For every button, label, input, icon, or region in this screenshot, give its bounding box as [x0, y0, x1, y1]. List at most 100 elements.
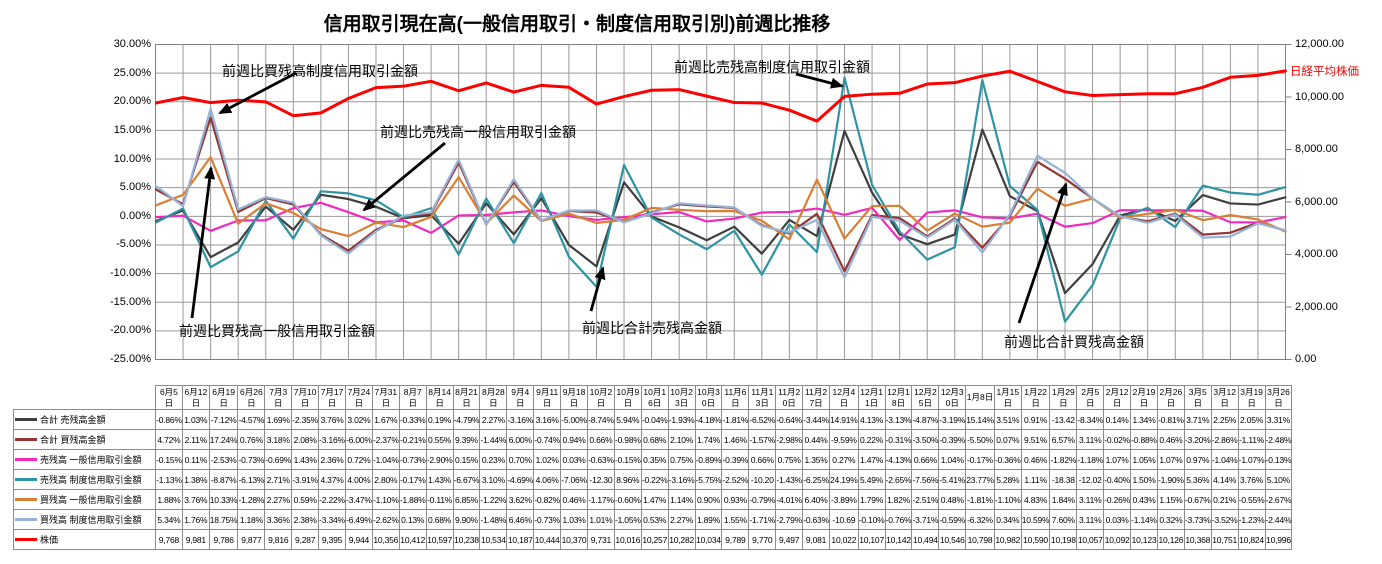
value-cell: -0.69%: [264, 449, 293, 470]
table-row-total-sell: 合計 売残高金額 -0.86% 1.03% -7.12% -4.57% 1.69% -2.3…: [13, 409, 1293, 430]
value-cell: -0.17%: [965, 449, 995, 470]
value-cell: 0.03%: [1103, 509, 1132, 530]
value-cell: 6.46%: [506, 509, 535, 530]
value-cell: 2.27%: [479, 409, 508, 430]
value-cell: -0.81%: [1156, 409, 1185, 430]
value-cell: -1.43%: [775, 469, 804, 490]
date-header-cell: 11月13日: [748, 385, 777, 410]
table-row-sell-system: 売残高 制度信用取引金額 -1.13% 1.38% -8.87% -6.13% 2.71%…: [13, 469, 1293, 490]
value-cell: -8.34%: [1076, 409, 1105, 430]
value-cell: -1.82%: [1049, 449, 1078, 470]
value-cell: 9,768: [155, 529, 183, 550]
date-header-cell: 11月20日: [775, 385, 804, 410]
value-cell: 1.34%: [1130, 409, 1158, 430]
value-cell: -18.38: [1049, 469, 1078, 490]
row-label: 合計 売残高金額: [13, 409, 156, 430]
value-cell: -0.02%: [1103, 429, 1132, 450]
value-cell: -0.04%: [640, 409, 669, 430]
value-cell: 0.76%: [237, 429, 266, 450]
legend-swatch-total-buy: [15, 438, 37, 442]
value-cell: 3.71%: [1183, 409, 1212, 430]
value-cell: 9,395: [318, 529, 346, 550]
value-cell: 0.14%: [1103, 409, 1132, 430]
value-cell: -5.00%: [560, 409, 588, 430]
value-cell: -1.44%: [479, 429, 508, 450]
date-header-cell: 7月10日: [291, 385, 320, 410]
value-cell: -2.65%: [884, 469, 913, 490]
left-axis-tick-label: -20.00%: [110, 324, 151, 337]
date-header-cell: 8月7日: [398, 385, 427, 410]
date-header-cell: 6月19日: [208, 385, 239, 410]
value-cell: -0.63%: [587, 449, 615, 470]
value-cell: 0.21%: [1210, 489, 1239, 510]
value-cell: -9.59%: [829, 429, 859, 450]
legend-swatch-buy-system: [15, 518, 37, 522]
value-cell: -3.52%: [1210, 509, 1239, 530]
row-label: 株価: [13, 529, 156, 550]
value-cell: -3.16%: [506, 409, 535, 430]
value-cell: 0.46%: [1156, 429, 1185, 450]
left-axis-tick-label: 25.00%: [113, 66, 151, 79]
value-cell: -1.81%: [721, 409, 750, 430]
value-cell: 1.07%: [1156, 449, 1185, 470]
value-cell: -3.91%: [291, 469, 320, 490]
value-cell: 10,546: [938, 529, 967, 550]
value-cell: 10,751: [1210, 529, 1239, 550]
value-cell: 10,016: [613, 529, 642, 550]
left-axis-tick-label: 15.00%: [113, 123, 151, 136]
value-cell: -6.32%: [965, 509, 995, 530]
value-cell: -10.20: [748, 469, 777, 490]
value-cell: -0.39%: [721, 449, 750, 470]
value-cell: 7.60%: [1049, 509, 1078, 530]
value-cell: 3.10%: [479, 469, 508, 490]
value-cell: 0.93%: [721, 489, 750, 510]
value-cell: 2.11%: [181, 429, 210, 450]
data-table: 6月5日 6月12日 6月19日 6月26日 7月3日 7月10日 7月17日 7月24日 7月…: [13, 385, 1293, 550]
value-cell: 1.18%: [237, 509, 266, 530]
value-cell: 0.13%: [398, 509, 427, 530]
value-cell: 10,198: [1049, 529, 1078, 550]
row-label-text: 買残高 一般信用取引金額: [40, 495, 142, 505]
value-cell: -1.90%: [1156, 469, 1185, 490]
value-cell: 2.25%: [1210, 409, 1239, 430]
value-cell: 1.55%: [721, 509, 750, 530]
value-cell: 2.10%: [667, 429, 696, 450]
value-cell: -6.13%: [237, 469, 266, 490]
value-cell: 10,034: [694, 529, 723, 550]
value-cell: 2.27%: [264, 489, 293, 510]
value-cell: 2.71%: [264, 469, 293, 490]
annotation-total-sell: 前週比合計売残高金額: [582, 320, 722, 336]
value-cell: -1.10%: [371, 489, 400, 510]
value-cell: -3.20%: [1183, 429, 1212, 450]
value-cell: -8.87%: [208, 469, 239, 490]
value-cell: 0.27%: [829, 449, 859, 470]
series-line-total-sell: [155, 128, 1287, 295]
value-cell: 3.36%: [264, 509, 293, 530]
value-cell: -0.79%: [748, 489, 777, 510]
legend-swatch-sell-general: [15, 458, 37, 462]
value-cell: 0.07%: [993, 429, 1022, 450]
date-header-cell: 10月23日: [667, 385, 696, 410]
series-line-sell-system: [155, 76, 1287, 323]
value-cell: 3.11%: [1076, 429, 1105, 450]
value-cell: 10,534: [479, 529, 508, 550]
value-cell: -3.19%: [938, 409, 967, 430]
date-header-cell: 9月4日: [506, 385, 535, 410]
value-cell: 10,126: [1156, 529, 1185, 550]
value-cell: 1.15%: [1156, 489, 1185, 510]
value-cell: -1.18%: [1076, 449, 1105, 470]
value-cell: -1.48%: [479, 509, 508, 530]
value-cell: 0.44%: [802, 429, 831, 450]
value-cell: 3.76%: [1237, 469, 1266, 490]
annotation-total-buy: 前週比合計買残高金額: [1004, 334, 1144, 350]
value-cell: 1.03%: [560, 509, 588, 530]
value-cell: -4.18%: [694, 409, 723, 430]
value-cell: 3.62%: [506, 489, 535, 510]
date-header-cell: 3月5日: [1183, 385, 1212, 410]
value-cell: -0.17%: [398, 469, 427, 490]
value-cell: 9,731: [587, 529, 615, 550]
date-header-cell: 1月29日: [1049, 385, 1078, 410]
date-header-cell: 6月26日: [237, 385, 266, 410]
right-axis-tick-label: 4,000.00: [1295, 248, 1338, 260]
plot-area: [155, 44, 1292, 360]
